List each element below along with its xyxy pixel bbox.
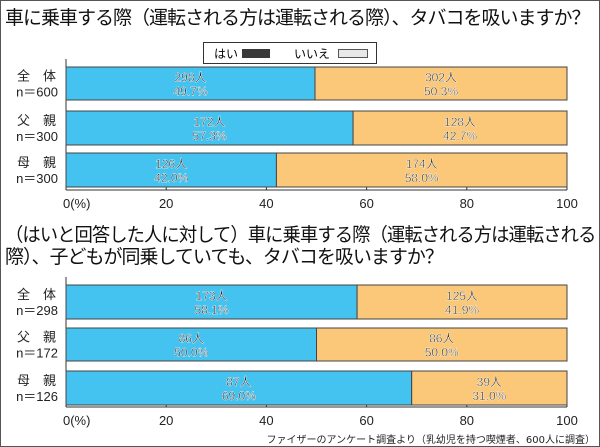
chart2-tick-label: 60 — [359, 413, 373, 428]
chart1-count-label: 126人 — [155, 157, 187, 171]
chart2-count-label: 173人 — [196, 289, 228, 303]
chart2-tick-label: 20 — [159, 413, 173, 428]
chart1-category-n: n＝300 — [16, 171, 58, 186]
chart2-tick-label: 100 — [556, 413, 578, 428]
chart2-percent-label: 50.0% — [174, 346, 208, 360]
chart2-tick-label: 40 — [259, 413, 273, 428]
legend-yes-label: はい — [214, 47, 239, 61]
chart2-category-n: n＝126 — [16, 389, 58, 404]
chart2-count-label: 86人 — [179, 332, 204, 346]
chart1-bar-yes — [65, 152, 277, 188]
chart1-count-label: 128人 — [444, 115, 476, 129]
chart2-title-line1: （はいと回答した人に対して）車に乗車する際（運転される方は運転される — [5, 224, 596, 246]
chart2-count-label: 87人 — [226, 375, 251, 389]
chart1-bar-no — [314, 66, 568, 101]
chart1-tick-label: 60 — [359, 196, 373, 211]
chart1-count-label: 298人 — [174, 71, 206, 85]
chart1-tick-label: 100 — [556, 196, 578, 211]
chart2-count-label: 39人 — [477, 375, 502, 389]
chart2-percent-label: 41.9% — [445, 303, 479, 317]
chart1-category-n: n＝600 — [16, 85, 58, 100]
chart1-tick-label: 80 — [460, 196, 474, 211]
chart1-count-label: 302人 — [425, 71, 457, 85]
chart1-bar-no — [275, 152, 568, 188]
chart1-bar-no — [352, 110, 568, 146]
chart1-category-label: 全 体 — [17, 69, 56, 85]
chart1-category-label: 父 親 — [17, 114, 56, 129]
legend-no-label: いいえ — [294, 47, 331, 61]
chart2-bar-yes — [65, 327, 317, 362]
chart1-percent-label: 42.0% — [154, 171, 188, 185]
chart1-percent-label: 57.3% — [193, 129, 227, 143]
chart1-count-label: 172人 — [194, 115, 226, 129]
chart1-percent-label: 58.0% — [405, 171, 439, 185]
chart2-category-label: 母 親 — [17, 374, 56, 389]
chart2-category-label: 全 体 — [17, 287, 56, 303]
chart2-bar-yes — [65, 370, 413, 406]
chart2-percent-label: 50.0% — [425, 346, 459, 360]
chart2-count-label: 125人 — [446, 289, 478, 303]
legend-no-swatch — [338, 49, 368, 58]
chart1-tick-label: 40 — [259, 196, 273, 211]
chart1-category-n: n＝300 — [16, 129, 58, 144]
chart1-percent-label: 50.3% — [424, 85, 458, 99]
chart1-tick-label: 20 — [159, 196, 173, 211]
chart1-count-label: 174人 — [406, 157, 438, 171]
chart2-percent-label: 69.0% — [222, 389, 256, 403]
chart2-title-line2: 際）、子どもが同乗していても、タバコを吸いますか？ — [5, 246, 444, 268]
chart2-tick-label: 80 — [460, 413, 474, 428]
chart1-title: 車に乗車する際（運転される方は運転される際）、タバコを吸いますか？ — [5, 7, 591, 29]
chart2-bar-yes — [65, 284, 358, 320]
chart2-bar-no — [356, 284, 568, 320]
chart2-count-label: 86人 — [429, 332, 454, 346]
source-note: ファイザーのアンケート調査より（乳幼児を持つ喫煙者、600人に調査） — [266, 435, 596, 446]
chart2-category-n: n＝298 — [16, 303, 58, 318]
chart1-bar-yes — [65, 66, 316, 101]
chart2-percent-label: 58.1% — [195, 303, 229, 317]
chart2-percent-label: 31.0% — [472, 389, 506, 403]
chart2-category-label: 父 親 — [17, 331, 56, 346]
chart1-category-label: 母 親 — [17, 156, 56, 171]
legend-yes-swatch — [242, 49, 270, 58]
chart1-percent-label: 49.7% — [173, 85, 207, 99]
chart2-bar-no — [411, 370, 568, 406]
chart2-tick-label: 0(%) — [63, 413, 90, 428]
chart1-percent-label: 42.7% — [443, 129, 477, 143]
legend: はい いいえ — [203, 42, 377, 64]
chart1-tick-label: 0(%) — [63, 196, 90, 211]
chart2-category-n: n＝172 — [16, 346, 58, 361]
chart2-bar-no — [316, 327, 568, 362]
